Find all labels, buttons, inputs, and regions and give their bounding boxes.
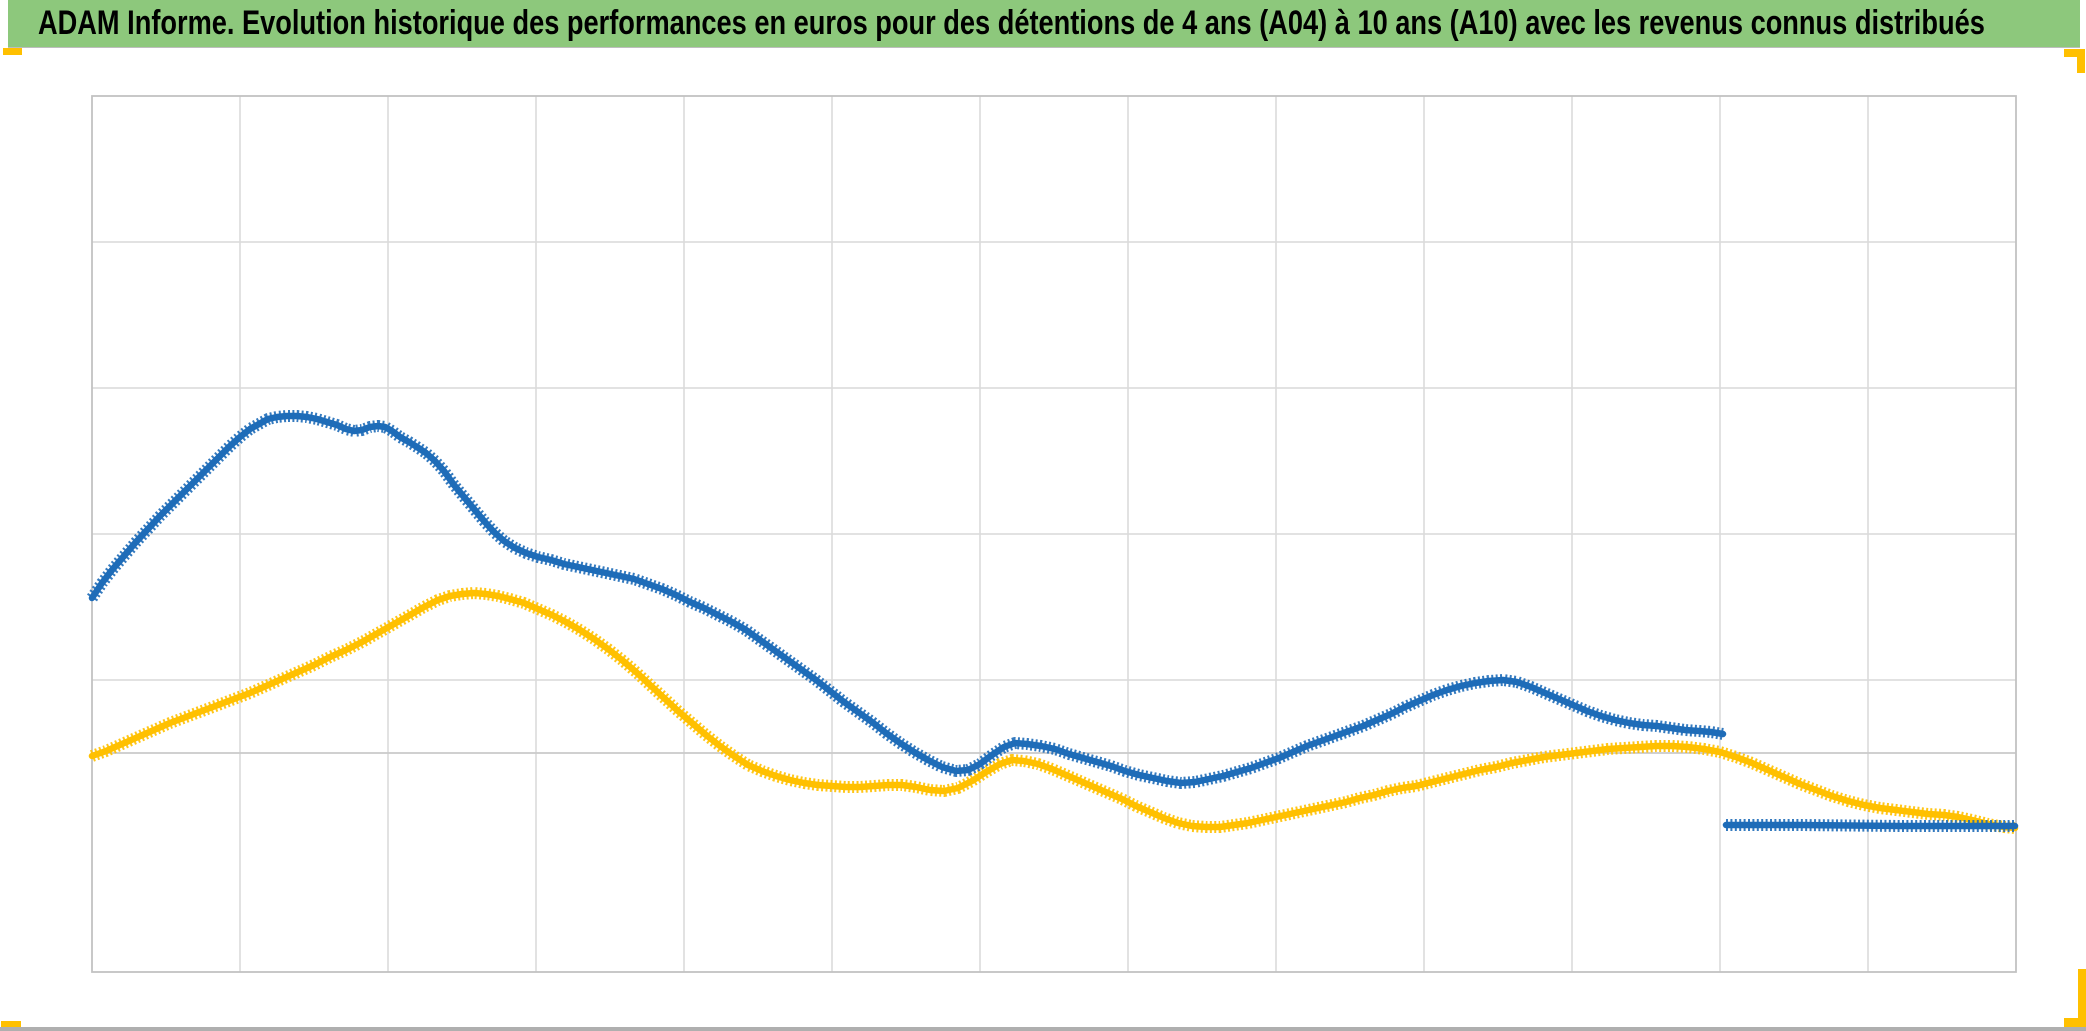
page-break-mark-bottom-left (1, 1021, 21, 1031)
page-break-mark-bottom-right-vertical (2078, 969, 2086, 1031)
bottom-edge-bar (0, 1027, 2086, 1031)
page-break-mark-top-left (3, 48, 22, 55)
page-break-mark-top-right-vertical (2077, 49, 2085, 73)
title-banner: ADAM Informe. Evolution historique des p… (8, 0, 2080, 48)
page-break-mark-top-right-horizontal (2064, 49, 2085, 57)
chart-title: ADAM Informe. Evolution historique des p… (38, 4, 1985, 42)
